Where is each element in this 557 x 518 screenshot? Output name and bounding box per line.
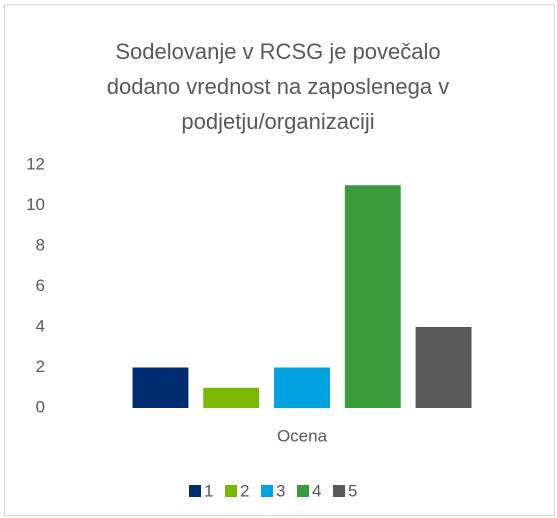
y-tick-label: 4 [36,316,45,335]
chart-title: Sodelovanje v RCSG je povečalo dodano vr… [106,39,450,134]
x-tick-label: Ocena [277,426,328,445]
legend-label: 2 [240,481,249,500]
legend-label: 1 [204,481,213,500]
y-tick-label: 12 [26,154,45,173]
bar [274,367,330,408]
legend-swatch [225,485,237,497]
legend-swatch [189,485,201,497]
bar [344,185,401,408]
legend-swatch [333,485,345,497]
bar [415,327,472,408]
y-tick-label: 0 [36,397,45,416]
chart-border [4,4,555,516]
legend-swatch [261,485,273,497]
legend-label: 3 [276,481,285,500]
y-tick-label: 6 [36,276,45,295]
bar [203,387,260,408]
y-tick-label: 8 [36,235,45,254]
legend-label: 5 [348,481,357,500]
bar [132,367,189,408]
legend-label: 4 [312,481,321,500]
y-tick-label: 10 [26,195,45,214]
y-tick-label: 2 [36,357,45,376]
legend-swatch [297,485,309,497]
